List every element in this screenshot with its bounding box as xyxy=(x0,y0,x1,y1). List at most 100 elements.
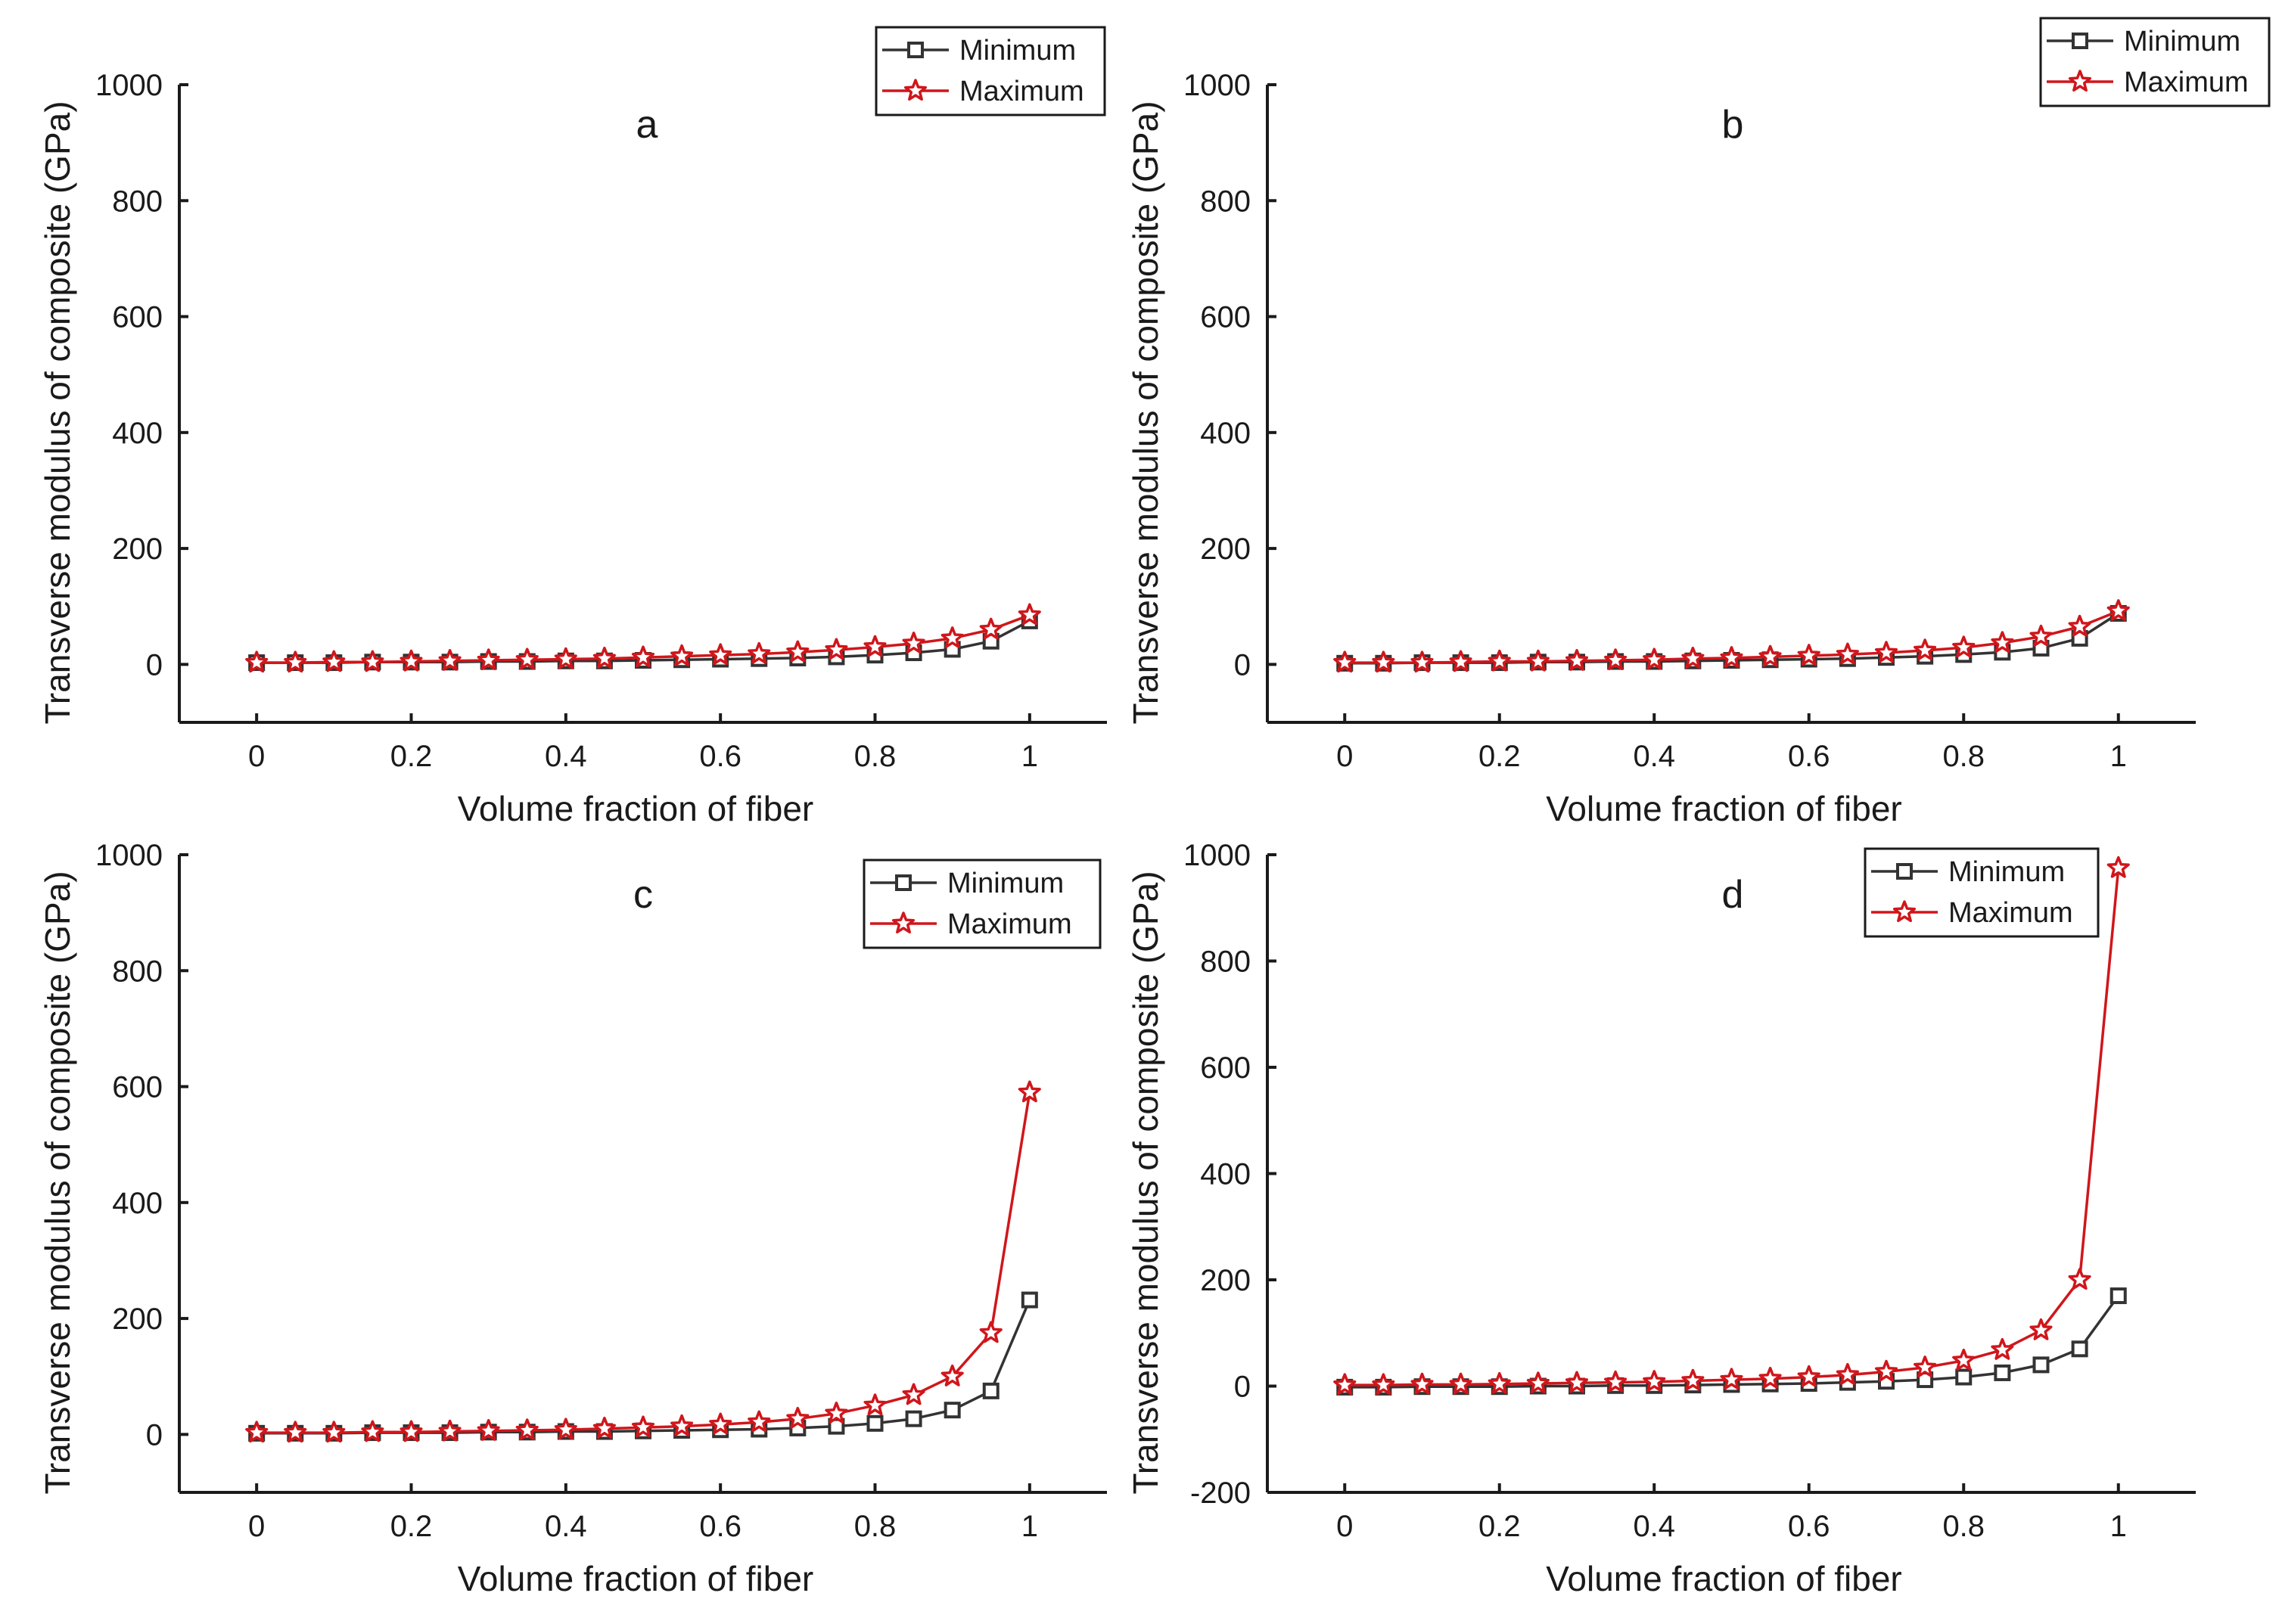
x-tick-label: 0.8 xyxy=(1942,740,1985,773)
data-point-maximum xyxy=(1914,638,1937,661)
y-tick-label: 600 xyxy=(1200,301,1251,334)
data-point-maximum xyxy=(1797,644,1820,666)
data-point-maximum xyxy=(1526,649,1550,672)
panel-title: a xyxy=(636,103,658,147)
chart-panel-b: 0 200 400 600 800 1000 0 0.2 0.4 0.6 0.8 1 Volume fr… xyxy=(1126,17,2271,828)
y-tick-label: 200 xyxy=(112,1303,163,1336)
data-point-maximum xyxy=(940,626,964,648)
data-point-maximum xyxy=(515,647,539,670)
data-point-maximum xyxy=(400,649,423,672)
data-point-maximum xyxy=(1372,651,1395,673)
data-point-maximum xyxy=(1758,1366,1782,1389)
data-point-minimum xyxy=(866,1414,884,1432)
data-point-minimum xyxy=(944,1402,961,1419)
data-point-maximum xyxy=(940,1364,964,1386)
data-point-maximum xyxy=(515,1418,539,1441)
data-point-maximum xyxy=(361,650,384,672)
data-point-maximum xyxy=(1604,1370,1628,1393)
data-point-maximum xyxy=(477,1419,500,1441)
data-point-maximum xyxy=(902,1383,925,1405)
data-point-maximum xyxy=(748,641,771,664)
legend: Minimum Maximum xyxy=(875,26,1106,116)
legend-swatch-marker xyxy=(2068,70,2092,92)
data-point-maximum xyxy=(322,650,346,672)
data-point-maximum xyxy=(1410,1372,1434,1395)
y-tick-label: 400 xyxy=(1200,417,1251,450)
data-point-maximum xyxy=(1681,1368,1705,1391)
x-tick-label: 1 xyxy=(2110,740,2127,773)
x-tick-label: 0 xyxy=(248,740,265,773)
data-point-maximum xyxy=(361,1420,384,1442)
x-tick-label: 0 xyxy=(248,1510,265,1543)
data-point-maximum xyxy=(1914,1355,1937,1377)
x-tick-label: 0.6 xyxy=(1788,1510,1830,1543)
data-point-maximum xyxy=(979,1321,1003,1343)
data-point-maximum xyxy=(863,635,887,657)
series-line-maximum xyxy=(256,1091,1031,1434)
data-point-maximum xyxy=(1333,651,1357,673)
y-tick-label: -200 xyxy=(1190,1477,1251,1510)
series-line-maximum xyxy=(1345,868,2120,1386)
y-tick-label: 200 xyxy=(1200,1264,1251,1297)
legend-swatch-marker xyxy=(1896,863,1913,880)
data-point-maximum xyxy=(786,640,810,663)
y-tick-label: 800 xyxy=(1200,185,1251,218)
data-point-maximum xyxy=(1372,1373,1395,1396)
legend-swatch-marker xyxy=(1892,900,1917,923)
data-point-minimum xyxy=(1021,1291,1038,1309)
data-point-maximum xyxy=(1720,1368,1743,1390)
data-point-maximum xyxy=(1449,1372,1472,1395)
x-axis-title: Volume fraction of fiber xyxy=(1546,789,1901,828)
legend-swatch-marker xyxy=(907,42,924,58)
data-point-maximum xyxy=(825,1402,848,1424)
legend-label-minimum: Minimum xyxy=(947,868,1064,899)
legend-label-maximum: Maximum xyxy=(959,76,1084,107)
data-point-maximum xyxy=(1565,1371,1589,1393)
data-point-maximum xyxy=(1488,1371,1511,1394)
data-point-minimum xyxy=(905,1410,922,1427)
data-point-maximum xyxy=(1565,649,1589,671)
data-point-maximum xyxy=(2068,1268,2091,1290)
legend-swatch-marker xyxy=(891,911,916,934)
data-point-maximum xyxy=(477,648,500,671)
y-tick-label: 1000 xyxy=(1183,839,1251,872)
data-point-maximum xyxy=(284,1421,307,1443)
x-tick-label: 0.8 xyxy=(1942,1510,1985,1543)
data-point-maximum xyxy=(554,1418,577,1440)
x-tick-label: 0.4 xyxy=(1633,740,1675,773)
series-maximum xyxy=(245,1080,1041,1443)
legend-label-minimum: Minimum xyxy=(1948,856,2065,888)
x-tick-label: 0.2 xyxy=(390,740,433,773)
x-axis-title: Volume fraction of fiber xyxy=(458,1559,813,1598)
x-tick-label: 1 xyxy=(1021,1510,1038,1543)
data-point-minimum xyxy=(1955,1368,1973,1386)
data-point-maximum xyxy=(1643,1370,1666,1392)
data-point-maximum xyxy=(1526,1371,1550,1394)
x-tick-label: 0 xyxy=(1336,1510,1353,1543)
data-point-maximum xyxy=(863,1393,887,1416)
legend-label-minimum: Minimum xyxy=(959,35,1076,67)
y-tick-label: 200 xyxy=(112,533,163,566)
x-tick-label: 1 xyxy=(2110,1510,2127,1543)
data-point-maximum xyxy=(1333,1373,1357,1396)
data-point-maximum xyxy=(979,617,1003,640)
y-tick-label: 200 xyxy=(1200,533,1251,566)
data-point-maximum xyxy=(2106,855,2130,878)
data-point-maximum xyxy=(284,651,307,673)
data-point-maximum xyxy=(322,1421,346,1443)
y-tick-label: 400 xyxy=(1200,1158,1251,1191)
y-axis-title: Transverse modulus of composite (GPa) xyxy=(1126,101,1165,724)
data-point-maximum xyxy=(902,632,925,654)
y-tick-label: 1000 xyxy=(1183,69,1251,102)
x-axis-title: Volume fraction of fiber xyxy=(458,789,813,828)
y-tick-label: 400 xyxy=(112,417,163,450)
data-point-maximum xyxy=(1681,646,1705,669)
data-point-maximum xyxy=(631,1415,655,1438)
data-point-maximum xyxy=(748,1410,771,1433)
data-point-maximum xyxy=(1836,1362,1859,1385)
data-point-maximum xyxy=(592,646,616,669)
x-tick-label: 0.2 xyxy=(1478,1510,1521,1543)
y-tick-label: 600 xyxy=(1200,1051,1251,1085)
legend-label-maximum: Maximum xyxy=(2124,67,2249,98)
chart-panel-c: 0 200 400 600 800 1000 0 0.2 0.4 0.6 0.8 1 Volume fr… xyxy=(38,839,1107,1598)
